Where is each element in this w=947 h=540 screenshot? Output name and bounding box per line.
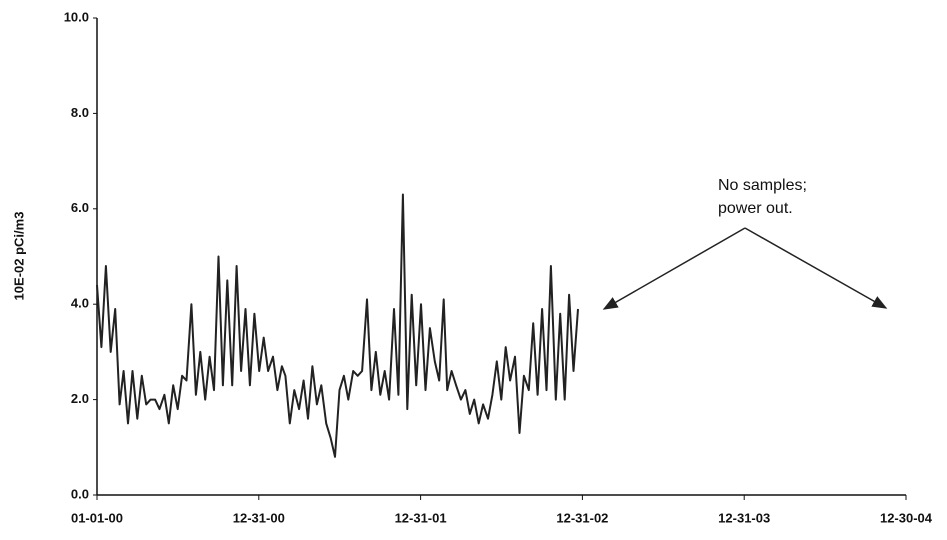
y-tick-label: 4.0 bbox=[71, 296, 89, 311]
y-tick-label: 0.0 bbox=[71, 486, 89, 501]
x-tick-label: 12-31-01 bbox=[395, 510, 447, 525]
y-axis-label: 10E-02 pCi/m3 bbox=[11, 212, 26, 301]
x-tick-label: 12-31-03 bbox=[718, 510, 770, 525]
y-tick-label: 2.0 bbox=[71, 391, 89, 406]
annotation-line: power out. bbox=[718, 200, 793, 217]
annotation-line: No samples; bbox=[718, 177, 807, 194]
data-line bbox=[96, 193, 579, 458]
annotation-arrow bbox=[602, 227, 746, 310]
y-tick-label: 10.0 bbox=[64, 9, 89, 24]
annotation-arrow bbox=[744, 227, 888, 309]
x-tick-label: 12-30-04 bbox=[880, 510, 933, 525]
x-tick-label: 12-31-02 bbox=[556, 510, 608, 525]
y-tick-label: 6.0 bbox=[71, 200, 89, 215]
x-tick-label: 12-31-00 bbox=[233, 510, 285, 525]
x-tick-label: 01-01-00 bbox=[71, 510, 123, 525]
y-tick-label: 8.0 bbox=[71, 105, 89, 120]
